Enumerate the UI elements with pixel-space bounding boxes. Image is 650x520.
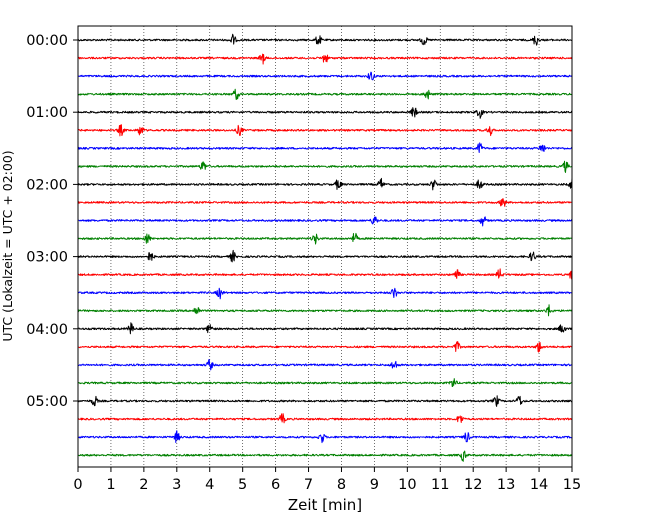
trace-0430 (77, 359, 573, 371)
y-tick-label: 03:00 (26, 250, 68, 266)
x-tick-label: 11 (431, 477, 449, 493)
x-tick-label: 7 (304, 477, 313, 493)
y-axis-ticks: 00:00 01:00 02:00 03:00 04:00 05:00 (26, 33, 78, 410)
y-tick-label: 01:00 (26, 105, 68, 121)
trace-0215 (77, 198, 573, 207)
x-tick-label: 15 (563, 477, 581, 493)
y-tick-label: 05:00 (26, 394, 68, 410)
y-tick-label: 00:00 (26, 33, 68, 49)
x-axis-title: Zeit [min] (288, 496, 362, 514)
trace-0415 (77, 341, 573, 353)
x-tick-label: 3 (172, 477, 181, 493)
trace-0115 (77, 124, 573, 137)
trace-0030 (77, 71, 573, 81)
trace-0400 (77, 322, 573, 335)
x-tick-label: 4 (205, 477, 214, 493)
x-tick-label: 8 (337, 477, 346, 493)
trace-0245 (77, 232, 573, 245)
x-tick-label: 9 (370, 477, 379, 493)
x-axis-ticks: 0 1 2 3 4 5 6 7 8 9 10 11 12 13 14 15 (73, 467, 581, 493)
trace-0100 (77, 107, 573, 119)
trace-0515 (77, 413, 573, 424)
trace-0500 (77, 395, 573, 407)
seismic-traces (77, 33, 573, 462)
y-tick-label: 04:00 (26, 322, 68, 338)
trace-0200 (77, 177, 573, 191)
y-tick-label: 02:00 (26, 177, 68, 193)
x-tick-label: 6 (271, 477, 280, 493)
trace-0000 (77, 33, 573, 46)
trace-0130 (77, 142, 573, 153)
trace-0015 (77, 53, 573, 65)
x-tick-label: 5 (238, 477, 247, 493)
trace-0230 (77, 216, 573, 227)
trace-0300 (77, 249, 573, 263)
trace-0530 (77, 430, 573, 444)
x-tick-label: 2 (139, 477, 148, 493)
x-tick-label: 10 (398, 477, 416, 493)
y-axis-title: UTC (Lokalzeit = UTC + 02:00) (0, 150, 15, 341)
trace-0345 (77, 304, 573, 317)
x-tick-label: 13 (497, 477, 515, 493)
trace-0145 (77, 160, 573, 173)
x-tick-label: 14 (530, 477, 548, 493)
x-tick-label: 12 (464, 477, 482, 493)
trace-0330 (77, 287, 573, 300)
plot-frame (77, 25, 573, 468)
x-tick-label: 1 (106, 477, 115, 493)
trace-0045 (77, 88, 573, 100)
x-tick-label: 0 (73, 477, 82, 493)
trace-0445 (77, 378, 573, 388)
trace-0545 (77, 450, 573, 462)
trace-0315 (77, 268, 573, 280)
